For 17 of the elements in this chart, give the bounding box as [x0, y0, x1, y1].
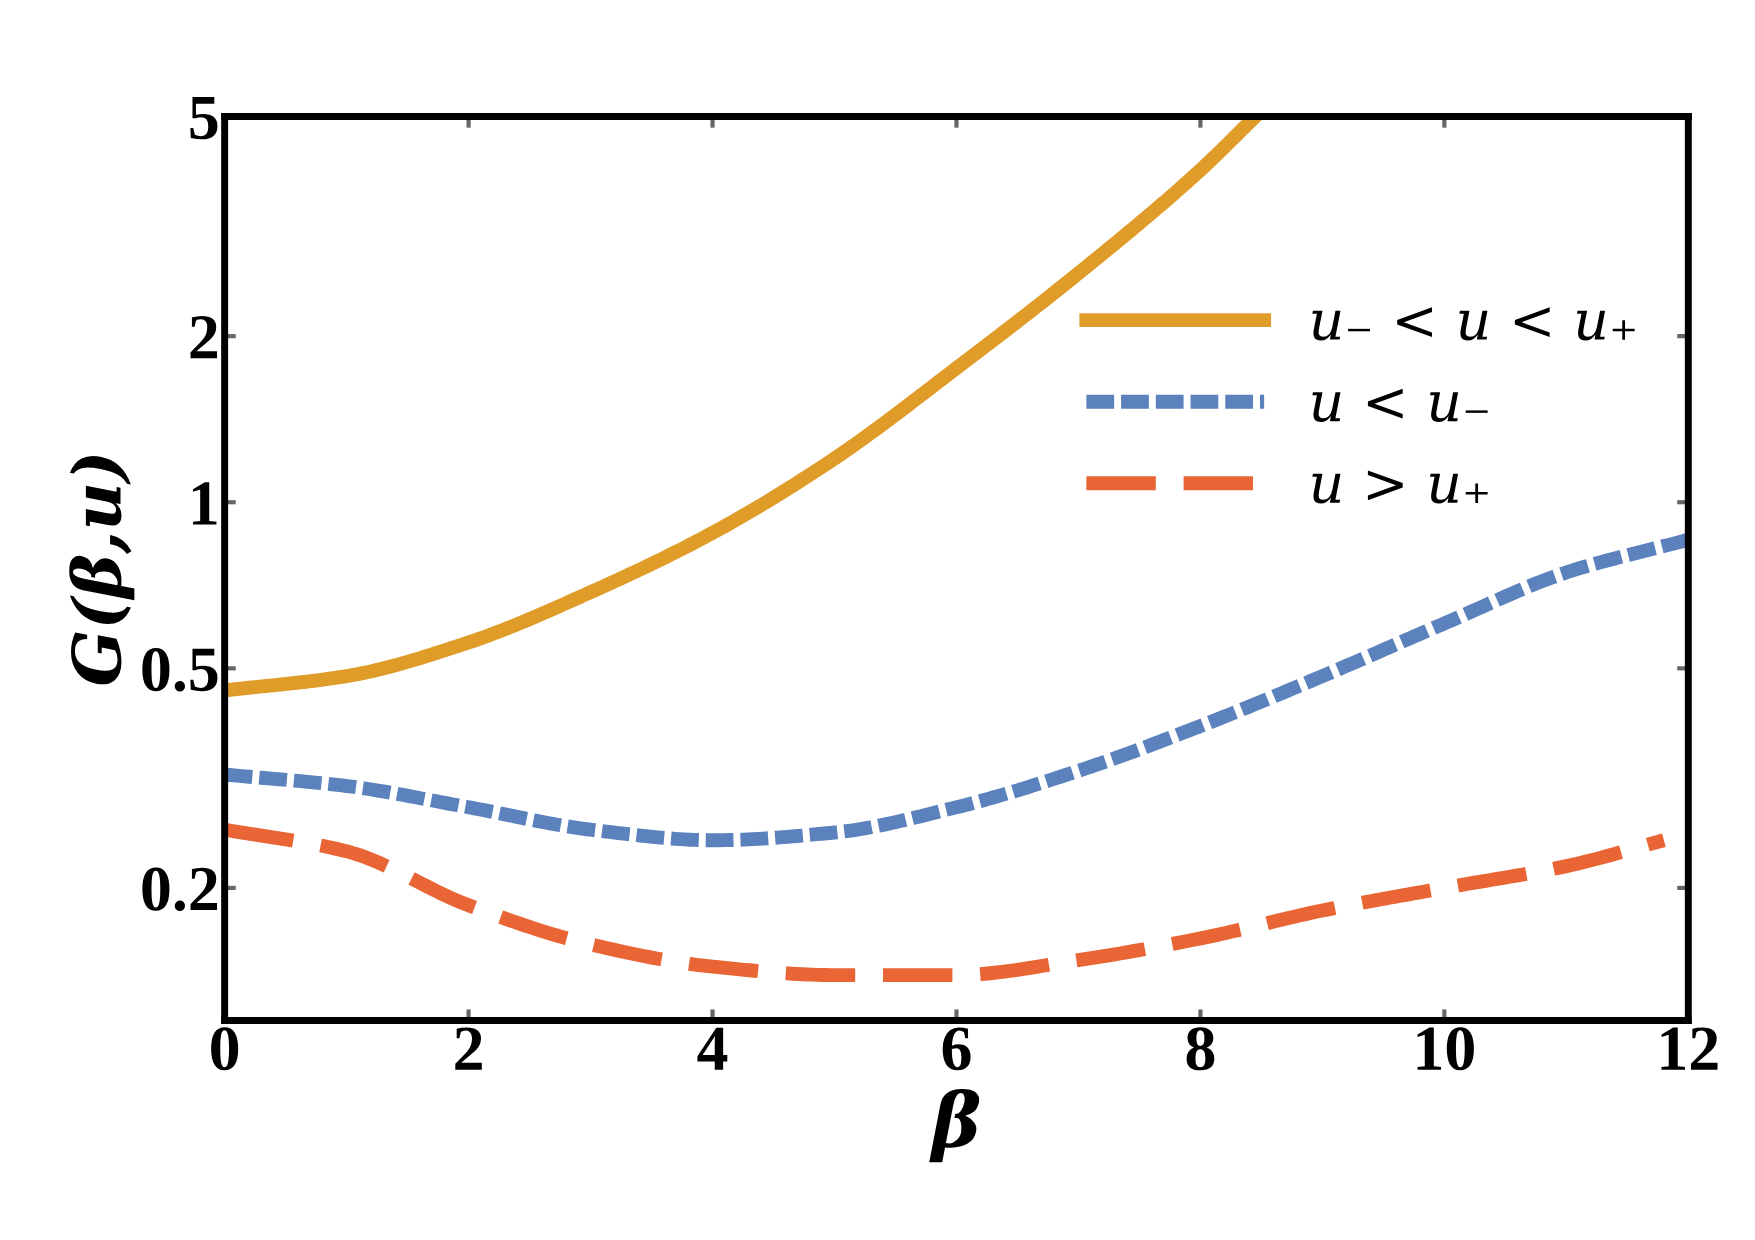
legend-label: u < u₋ [1312, 388, 1488, 422]
y-tick-label: 0.2 [142, 867, 218, 911]
legend-label: u > u₊ [1312, 470, 1488, 504]
y-tick-label: 0.5 [142, 648, 218, 692]
x-tick-label: 2 [455, 1027, 482, 1070]
x-tick-label: 0 [211, 1027, 239, 1071]
x-tick-label: 4 [697, 1027, 728, 1070]
legend-label: u₋ < u < u₊ [1312, 307, 1635, 341]
y-tick-label: 5 [190, 96, 218, 140]
x-tick-label: 8 [1186, 1027, 1215, 1071]
y-axis-title: G(β,u) [69, 456, 135, 685]
x-axis-title: β [929, 1088, 980, 1163]
y-tick-label: 1 [192, 482, 217, 525]
x-tick-label: 10 [1417, 1027, 1474, 1071]
x-tick-label: 6 [942, 1027, 971, 1071]
y-tick-label: 2 [190, 315, 218, 359]
x-tick-label: 12 [1661, 1027, 1718, 1070]
